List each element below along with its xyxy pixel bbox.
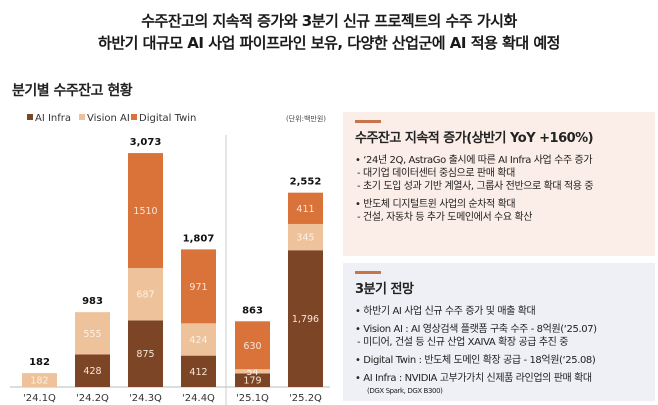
bullet-item: • 반도체 디지털트윈 사업의 순차적 확대: [355, 199, 516, 210]
segment-label: 345: [296, 233, 314, 244]
backlog-chart: AI Infra Vision AI Digital Twin (단위:백만원) 182…: [10, 113, 330, 405]
bar-segment: [75, 312, 110, 355]
bullet-item: • Vision AI : AI 영상검색 플랫폼 구축 수주 - 8억원(‘2…: [355, 324, 597, 335]
panel-heading: 3분기 전망: [355, 282, 414, 297]
segment-label: 555: [83, 329, 101, 340]
total-label: 863: [242, 305, 263, 316]
title-line-1: 수주잔고의 지속적 증가와 3분기 신규 프로젝트의 수주 가시화: [141, 12, 517, 30]
bullet-item: • ‘24년 2Q, AstraGo 출시에 따른 AI Infra 사업 수주…: [355, 155, 593, 166]
segment-label: 179: [243, 376, 261, 387]
segment-label: 971: [189, 282, 207, 293]
bar-segment: [288, 192, 323, 224]
segment-label: 428: [83, 366, 101, 377]
sub-note: (DGX Spark, DGX B300): [367, 387, 443, 395]
bar-segment: [288, 250, 323, 387]
total-label: 1,807: [183, 233, 215, 244]
panel-heading: 수주잔고 지속적 증가(상반기 YoY +160%): [355, 131, 594, 146]
segment-label: 411: [296, 204, 314, 215]
accent-bar: [355, 271, 381, 274]
legend-swatch: [131, 114, 137, 120]
segment-label: 875: [136, 349, 154, 360]
x-tick-label: '24.2Q: [76, 393, 109, 404]
bar-segment: [235, 373, 270, 387]
legend-label: AI Infra: [35, 113, 71, 124]
bar-segment: [288, 223, 323, 251]
bullet-item: • 하반기 AI 사업 신규 수주 증가 및 매출 확대: [355, 306, 536, 317]
section-title: 분기별 수주잔고 현황: [12, 83, 133, 99]
bar-segment: [75, 354, 110, 387]
bar-segment: [128, 268, 163, 321]
legend-label: Vision AI: [87, 113, 130, 124]
q3-outlook-panel: 3분기 전망 • 하반기 AI 사업 신규 수주 증가 및 매출 확대 • Vi…: [343, 263, 655, 401]
bullet-item: • Digital Twin : 반도체 도메인 확장 공급 - 18억원(‘2…: [355, 355, 596, 366]
legend-swatch: [79, 114, 85, 120]
bar-segment: [128, 153, 163, 269]
sub-item: - 건설, 자동차 등 추가 도메인에서 수요 확산: [357, 212, 533, 223]
backlog-growth-panel: 수주잔고 지속적 증가(상반기 YoY +160%) • ‘24년 2Q, As…: [343, 112, 655, 256]
x-tick-label: '24.4Q: [182, 393, 215, 404]
bar-segment: [128, 320, 163, 387]
segment-label: 630: [243, 341, 261, 352]
x-tick-label: '24.3Q: [129, 393, 162, 404]
unit-label: (단위:백만원): [286, 114, 326, 123]
segment-label: 412: [189, 367, 207, 378]
total-label: 182: [29, 357, 50, 368]
bar-segment: [181, 249, 216, 324]
sub-item: - 대기업 데이터센터 중심으로 판매 확대: [357, 168, 515, 179]
total-label: 3,073: [130, 137, 162, 148]
bullet-item: • AI Infra : NVIDIA 고부가가치 신제품 라인업의 판매 확대: [355, 373, 592, 384]
legend-swatch: [27, 114, 33, 120]
accent-bar: [355, 120, 381, 123]
bar-segment: [181, 323, 216, 356]
segment-label: 54: [246, 367, 258, 378]
sub-item: - 초기 도입 성과 기반 계열사, 그룹사 전반으로 확대 적용 중: [357, 181, 594, 192]
segment-label: 1510: [133, 206, 157, 217]
x-tick-label: '25.1Q: [236, 393, 269, 404]
bar-segment: [22, 373, 57, 387]
legend-label: Digital Twin: [139, 113, 196, 124]
segment-label: 1,796: [292, 314, 319, 325]
segment-label: 182: [30, 376, 48, 387]
bar-segment: [181, 355, 216, 387]
segment-label: 424: [189, 335, 207, 346]
sub-item: - 미디어, 건설 등 신규 산업 XAIVA 확장 공급 추진 중: [357, 337, 569, 348]
total-label: 2,552: [290, 177, 322, 188]
title-line-2: 하반기 대규모 AI 사업 파이프라인 보유, 다양한 산업군에 AI 적용 확…: [98, 34, 560, 52]
x-tick-label: '25.2Q: [289, 393, 322, 404]
segment-label: 687: [136, 290, 154, 301]
bar-segment: [235, 369, 270, 374]
x-tick-label: '24.1Q: [23, 393, 56, 404]
total-label: 983: [82, 296, 103, 307]
bar-segment: [235, 321, 270, 370]
